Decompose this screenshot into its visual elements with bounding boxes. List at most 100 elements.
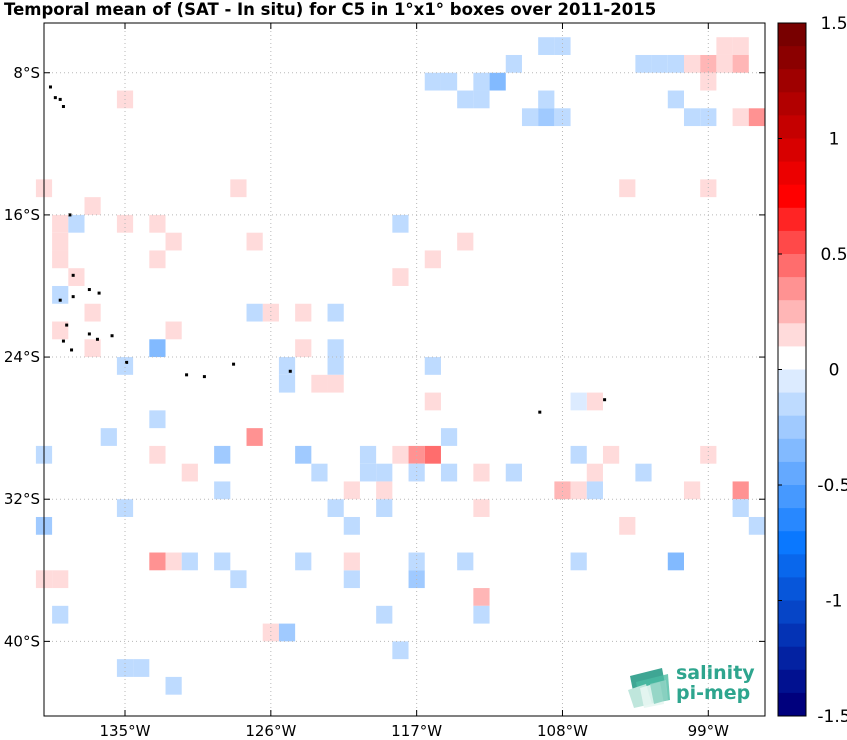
data-cell (554, 481, 571, 500)
data-cell (538, 108, 555, 127)
data-cell (327, 499, 344, 517)
data-cell (554, 37, 571, 55)
data-cell (278, 374, 296, 393)
data-cell (52, 285, 69, 304)
data-cell (521, 108, 539, 127)
data-cell (700, 179, 717, 198)
colorbar-segment (778, 438, 806, 463)
colorbar-segment (778, 531, 806, 555)
data-cell (181, 463, 198, 482)
colorbar-segment (778, 323, 806, 347)
colorbar-segment (778, 300, 806, 324)
island-mark (110, 334, 114, 338)
data-cell (505, 463, 522, 482)
colorbar-tick-label: -0.5 (817, 476, 847, 496)
data-cell (570, 392, 587, 411)
data-cell (295, 445, 312, 464)
data-cell (52, 232, 69, 251)
colorbar-segment (778, 69, 806, 93)
data-cell (748, 516, 765, 535)
data-cell (68, 268, 85, 286)
data-cell (651, 54, 668, 73)
data-cell (149, 445, 166, 464)
data-cell (52, 321, 69, 340)
island-mark (202, 375, 206, 379)
island-mark (65, 323, 69, 327)
data-cell (165, 321, 182, 340)
data-cell (440, 463, 458, 482)
data-cell (376, 463, 393, 482)
data-cell (392, 445, 409, 464)
colorbar-segment (778, 230, 806, 255)
data-cell (473, 588, 490, 606)
x-tick-label: 135°W (100, 722, 151, 740)
island-mark (538, 410, 542, 414)
data-cell (68, 214, 85, 233)
data-cell (732, 481, 749, 500)
data-cell (149, 552, 166, 571)
colorbar-segment (778, 184, 806, 209)
data-cell (246, 232, 263, 251)
data-cell (214, 552, 231, 571)
data-cell (473, 499, 490, 517)
data-cell (84, 339, 101, 358)
data-cell (732, 499, 749, 517)
data-cell (424, 445, 441, 464)
data-cell (586, 481, 603, 500)
data-cell (554, 108, 571, 127)
colorbar-segment (778, 392, 806, 417)
colorbar-segment (778, 577, 806, 601)
data-cell (84, 303, 101, 322)
data-cell (181, 552, 198, 571)
colorbar-segment (778, 692, 806, 717)
data-cell (246, 428, 263, 446)
colorbar-segment (778, 254, 806, 278)
colorbar-segment (778, 485, 806, 509)
island-mark (68, 213, 72, 217)
data-cell (392, 641, 409, 660)
island-mark (87, 332, 91, 336)
colorbar-segment (778, 23, 806, 47)
island-mark (97, 291, 101, 295)
data-cell (586, 392, 603, 411)
data-cell (457, 90, 474, 109)
data-cell (732, 37, 749, 55)
data-cell (538, 90, 555, 109)
data-cell (116, 357, 134, 375)
data-cell (667, 90, 684, 109)
data-cell (424, 392, 441, 411)
colorbar-segment (778, 461, 806, 486)
colorbar-segment (778, 669, 806, 694)
data-cell (149, 339, 166, 358)
colorbar-tick-label: -1 (826, 592, 843, 612)
colorbar: 1.5 1 0.5 0 -0.5 -1 -1.5 (777, 14, 847, 727)
island-mark (71, 273, 75, 277)
data-cell (343, 481, 360, 500)
data-cell (716, 37, 733, 55)
island-mark (185, 373, 189, 377)
data-cell (230, 179, 247, 198)
island-mark (61, 105, 65, 109)
x-tick-label: 108°W (537, 722, 588, 740)
colorbar-tick-label: 0 (829, 361, 840, 381)
data-cell (473, 72, 490, 91)
data-cell (149, 214, 166, 233)
data-cell (408, 463, 425, 482)
grid-lines (44, 23, 765, 716)
data-cell (619, 179, 636, 198)
y-tick-label: 24°S (4, 348, 40, 366)
data-cell (505, 552, 522, 571)
y-tick-label: 40°S (4, 632, 40, 650)
data-cell (408, 445, 425, 464)
data-cell (376, 605, 393, 624)
data-cell (116, 659, 134, 677)
island-mark (603, 398, 607, 402)
data-cell (473, 90, 490, 109)
data-cell (489, 72, 506, 91)
data-cell (133, 659, 150, 677)
colorbar-segment (778, 623, 806, 648)
x-tick-label: 99°W (688, 722, 730, 740)
colorbar-segment (778, 600, 806, 625)
data-cell (635, 463, 652, 482)
data-cell (52, 605, 69, 624)
